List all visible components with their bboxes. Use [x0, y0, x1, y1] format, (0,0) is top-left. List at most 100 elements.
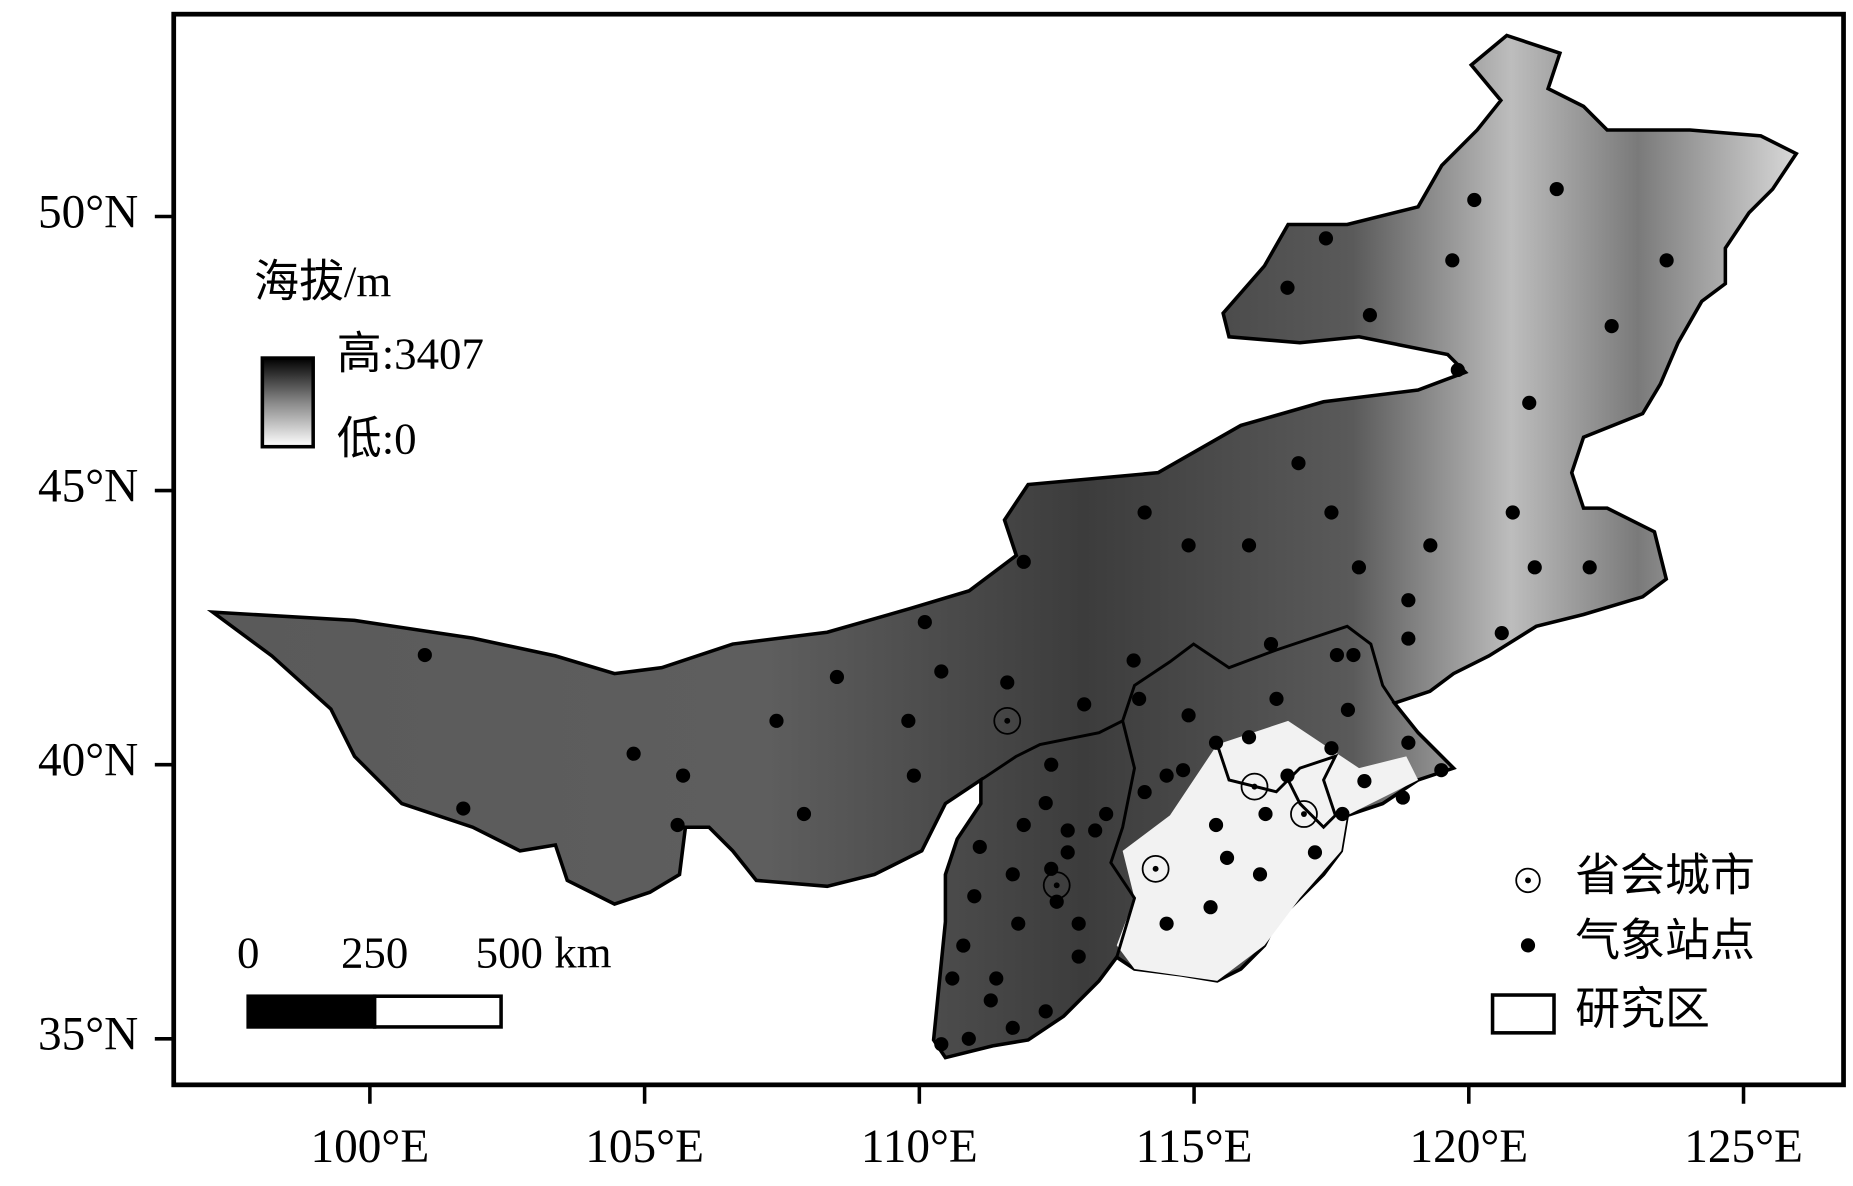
station — [1582, 560, 1597, 575]
station — [1088, 823, 1103, 838]
elevation-high-label: 高:3407 — [337, 328, 484, 378]
station — [1126, 653, 1141, 668]
station — [1071, 916, 1086, 931]
scale-bar-label: 500 km — [476, 928, 612, 978]
station — [1494, 626, 1509, 641]
station — [1280, 768, 1295, 783]
capital-legend-label: 省会城市 — [1575, 851, 1755, 901]
station — [1357, 774, 1372, 789]
station — [1038, 795, 1053, 811]
station — [1445, 253, 1460, 268]
station — [1071, 949, 1086, 964]
station — [1467, 192, 1482, 208]
station — [1362, 308, 1377, 323]
capital-city-dot — [1004, 717, 1011, 724]
station — [1318, 231, 1334, 246]
station — [1005, 1020, 1020, 1035]
station — [829, 669, 845, 685]
station — [989, 971, 1004, 986]
capital-city — [1042, 871, 1071, 900]
station — [1527, 560, 1542, 575]
station — [1016, 554, 1031, 569]
station — [1159, 916, 1174, 931]
station — [1208, 817, 1224, 833]
station — [1450, 362, 1465, 378]
study-region — [206, 33, 1799, 1060]
capital-symbol-dot — [1525, 877, 1531, 884]
station — [417, 647, 432, 663]
scale-bar-segment — [246, 994, 377, 1029]
station — [456, 801, 471, 816]
station — [1423, 538, 1438, 553]
station — [1159, 768, 1174, 783]
station — [1395, 790, 1410, 805]
station — [1137, 505, 1152, 520]
station — [1263, 636, 1279, 652]
elevation-title: 海拔/m — [254, 256, 391, 306]
station — [934, 664, 949, 679]
region-symbol — [1490, 993, 1556, 1035]
plain-area — [1116, 720, 1419, 981]
x-tick-label: 125°E — [1684, 1121, 1803, 1173]
capital-symbol — [1515, 867, 1541, 894]
station — [1401, 735, 1416, 750]
station — [934, 1037, 949, 1052]
station — [1038, 1004, 1053, 1019]
station — [1269, 691, 1284, 706]
x-tick-label: 105°E — [585, 1121, 704, 1173]
station — [1099, 806, 1114, 822]
scale-bar-segment — [372, 994, 503, 1029]
station — [1401, 631, 1416, 646]
station — [1005, 867, 1020, 882]
station — [967, 889, 982, 904]
station — [1307, 845, 1323, 860]
station-symbol — [1520, 938, 1536, 953]
station — [1324, 505, 1339, 520]
capital-city — [1141, 854, 1170, 883]
capital-city — [1240, 772, 1269, 801]
station — [1549, 181, 1564, 197]
region-legend-label: 研究区 — [1575, 984, 1710, 1034]
station — [1241, 730, 1257, 745]
station — [769, 713, 784, 728]
x-tick-label: 110°E — [861, 1121, 978, 1173]
station — [1044, 757, 1059, 772]
station — [1016, 817, 1031, 833]
station — [1258, 806, 1273, 822]
x-tick-label: 120°E — [1409, 1121, 1528, 1173]
station — [1241, 538, 1257, 553]
station — [1604, 319, 1619, 334]
station — [945, 971, 960, 986]
x-tick-label: 115°E — [1136, 1121, 1253, 1173]
capital-city-dot — [1301, 811, 1307, 817]
station — [1252, 867, 1268, 882]
station — [1011, 916, 1026, 931]
station — [1324, 741, 1339, 756]
elevation-colorbar — [260, 356, 315, 449]
station — [983, 993, 998, 1008]
station — [1329, 647, 1345, 663]
station — [906, 768, 921, 783]
capital-city — [993, 706, 1022, 735]
station — [796, 806, 812, 822]
scale-bar-label: 0 — [237, 928, 259, 978]
station — [1181, 538, 1196, 553]
station — [1060, 845, 1075, 860]
station — [1351, 560, 1367, 575]
station — [1280, 280, 1295, 295]
y-tick-label: 35°N — [38, 1009, 138, 1061]
station — [972, 839, 987, 855]
station — [1137, 785, 1152, 800]
station — [1522, 395, 1537, 410]
station — [1203, 900, 1218, 915]
x-tick-label: 100°E — [311, 1121, 430, 1173]
station — [1000, 675, 1015, 690]
station — [1291, 456, 1306, 471]
station — [1208, 735, 1224, 750]
capital-city-dot — [1053, 882, 1060, 889]
station — [675, 768, 691, 783]
y-tick-label: 40°N — [38, 735, 138, 787]
station-legend-label: 气象站点 — [1575, 916, 1755, 966]
